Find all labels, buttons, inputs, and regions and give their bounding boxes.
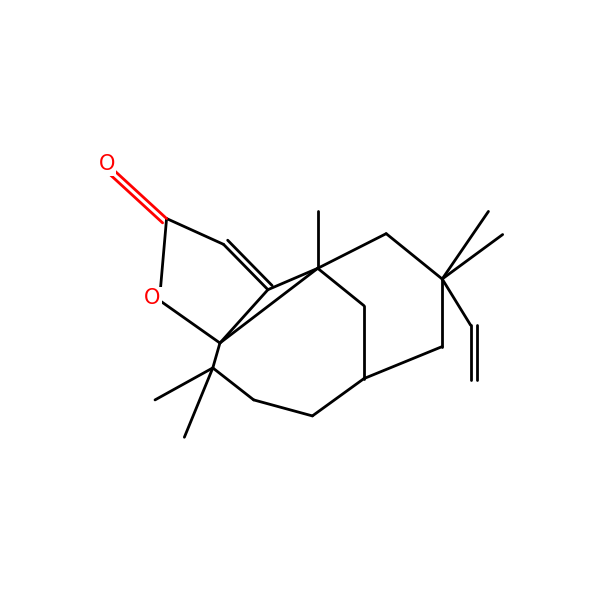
Text: O: O [145, 288, 161, 308]
Text: O: O [99, 154, 115, 175]
